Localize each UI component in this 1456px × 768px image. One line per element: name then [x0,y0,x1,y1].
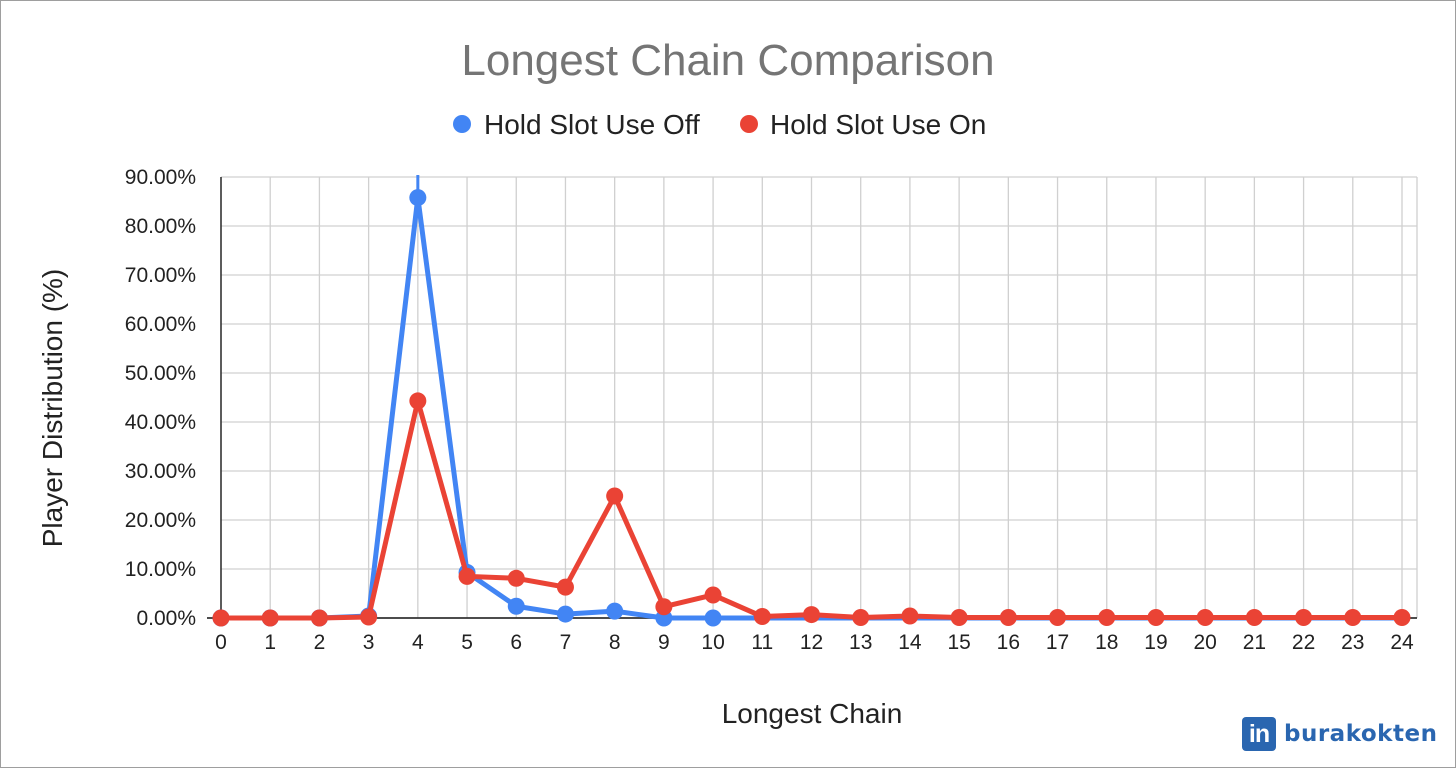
x-tick-label-12: 12 [800,631,823,654]
series-1-point-14 [901,607,919,625]
y-tick-label-8: 80.00% [125,215,196,238]
series-0-point-10 [704,609,722,627]
series-1-point-11 [753,608,771,626]
x-tick-label-16: 16 [997,631,1020,654]
linkedin-branding: in burakokten [1242,716,1437,752]
y-tick-label-4: 40.00% [125,411,196,434]
x-tick-label-3: 3 [363,631,375,654]
x-tick-label-6: 6 [510,631,522,654]
series-1-point-19 [1147,609,1165,627]
series-1-point-8 [606,487,624,505]
series-1-point-13 [852,609,870,627]
series-1-point-6 [507,569,525,587]
x-tick-label-17: 17 [1046,631,1069,654]
y-tick-label-9: 90.00% [125,166,196,189]
series-1-point-12 [803,606,820,624]
x-tick-label-2: 2 [314,631,326,654]
x-tick-label-24: 24 [1390,631,1414,654]
x-tick-label-1: 1 [264,631,276,654]
x-tick-label-11: 11 [751,631,773,654]
brand-name: burakokten [1284,721,1438,747]
series-1-point-1 [261,609,279,627]
series-1-point-22 [1295,609,1313,627]
x-tick-label-15: 15 [947,631,970,654]
x-tick-label-7: 7 [560,631,572,654]
x-tick-label-18: 18 [1095,631,1118,654]
chart-title: Longest Chain Comparison [461,36,994,85]
series-1-point-17 [1049,609,1067,627]
legend-label-1: Hold Slot Use On [770,109,986,140]
series-1-point-23 [1344,609,1362,627]
series-1-point-7 [556,578,574,596]
y-axis-label: Player Distribution (%) [37,269,68,548]
series-1-point-15 [950,609,968,627]
x-tick-label-19: 19 [1144,631,1167,654]
x-tick-label-13: 13 [849,631,872,654]
legend-marker-1 [740,115,758,133]
x-tick-label-8: 8 [609,631,621,654]
y-tick-label-1: 10.00% [125,558,196,581]
legend-label-0: Hold Slot Use Off [484,109,700,140]
series-1-point-2 [310,609,328,627]
series-1-point-10 [704,586,722,604]
legend: Hold Slot Use Off Hold Slot Use On [453,109,986,140]
series-1-point-20 [1196,609,1214,627]
series-1 [212,392,1411,627]
x-tick-label-22: 22 [1292,631,1315,654]
gridlines [221,176,1418,618]
y-tick-label-7: 70.00% [125,264,196,287]
x-tick-label-21: 21 [1243,631,1266,654]
series-0-point-8 [606,602,624,620]
series-0 [212,189,1405,627]
y-tick-label-6: 60.00% [125,313,196,336]
x-tick-label-20: 20 [1193,631,1216,654]
series-layer [212,175,1411,627]
series-1-point-21 [1245,609,1263,627]
y-tick-label-5: 50.00% [125,362,196,385]
series-1-point-4 [409,392,427,410]
x-tick-labels: 0 1 2 3 4 5 6 7 8 9 10 11 12 13 14 15 16 17 18 19 20 21 22 23 24 [215,631,1414,654]
y-tick-label-3: 30.00% [125,460,196,483]
series-1-point-24 [1393,609,1411,627]
x-tick-label-10: 10 [701,631,724,654]
y-tick-label-0: 0.00% [136,607,196,630]
y-tick-label-2: 20.00% [125,509,196,532]
series-1-point-9 [655,598,673,616]
x-tick-label-4: 4 [412,631,424,654]
x-tick-label-14: 14 [898,631,922,654]
x-tick-label-5: 5 [461,631,473,654]
x-tick-label-9: 9 [658,631,670,654]
series-1-point-18 [1098,609,1116,627]
x-axis-label: Longest Chain [722,698,903,729]
series-1-point-5 [458,567,476,585]
x-tick-label-23: 23 [1341,631,1364,654]
series-1-point-3 [360,608,378,626]
x-tick-label-0: 0 [215,631,227,654]
series-0-point-6 [507,597,525,615]
linkedin-icon: in [1242,717,1276,751]
series-0-point-7 [556,605,574,623]
legend-marker-0 [453,115,471,133]
y-tick-labels: 0.00% 10.00% 20.00% 30.00% 40.00% 50.00% 60.00… [125,166,196,630]
series-1-point-16 [999,609,1017,627]
series-1-point-0 [212,609,230,627]
